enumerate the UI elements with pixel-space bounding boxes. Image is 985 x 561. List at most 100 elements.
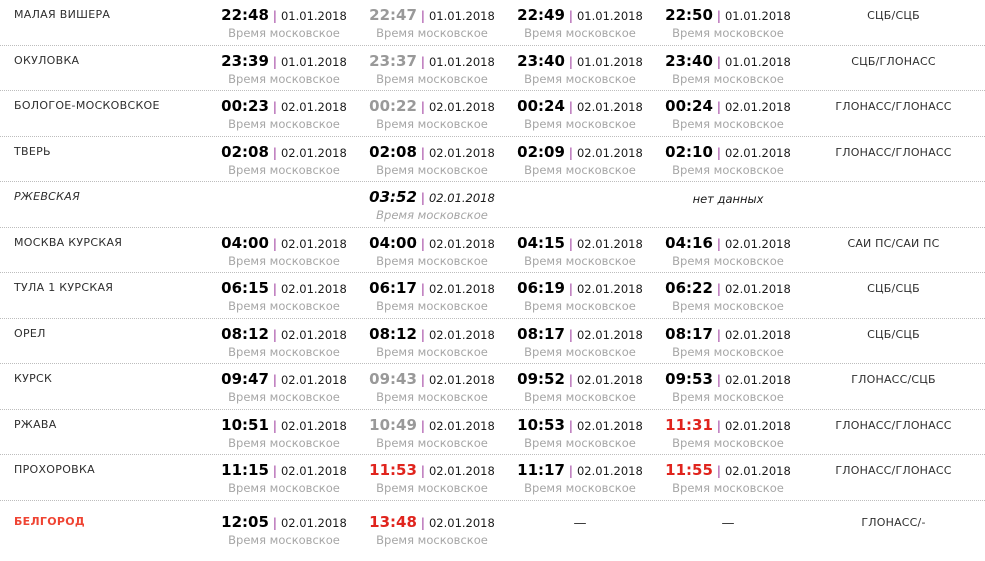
status-label: СЦБ/ГЛОНАСС <box>851 54 936 68</box>
date-value: 02.01.2018 <box>724 236 791 251</box>
time-cell: 08:12 | 02.01.2018 Время московское <box>210 325 358 364</box>
date-value: 01.01.2018 <box>576 54 643 69</box>
time-date-line: 09:47 | 02.01.2018 <box>210 370 358 389</box>
time-date-line: 10:51 | 02.01.2018 <box>210 416 358 435</box>
pipe-separator: | <box>272 282 277 296</box>
date-value: 02.01.2018 <box>428 418 495 433</box>
date-value: 02.01.2018 <box>576 100 643 114</box>
time-date-line: 09:43 | 02.01.2018 <box>358 370 506 389</box>
time-cell: 11:53 | 02.01.2018 Время московское <box>358 461 506 500</box>
date-value: 02.01.2018 <box>724 100 791 114</box>
date-value: 02.01.2018 <box>724 464 791 478</box>
moscow-time-label: Время московское <box>228 532 340 547</box>
pipe-separator: | <box>716 236 721 251</box>
pipe-separator: | <box>568 100 573 114</box>
status-label: ГЛОНАСС/ГЛОНАСС <box>835 145 952 159</box>
time-date-line: 22:47 | 01.01.2018 <box>358 6 506 25</box>
time-cell: 23:40 | 01.01.2018 Время московское <box>654 52 802 91</box>
time-date-line: 08:17 | 02.01.2018 <box>506 325 654 344</box>
date-value: 02.01.2018 <box>280 100 347 114</box>
time-value: 00:24 <box>665 97 713 115</box>
table-row: МОСКВА КУРСКАЯ 04:00 | 02.01.2018 Время моск… <box>0 228 985 273</box>
time-cell: 11:15 | 02.01.2018 Время московское <box>210 461 358 500</box>
time-cell: 23:40 | 01.01.2018 Время московское <box>506 52 654 91</box>
pipe-separator: | <box>716 282 721 296</box>
moscow-time-label: Время московское <box>672 344 784 359</box>
moscow-time-label: Время московское <box>524 435 636 450</box>
status-label: ГЛОНАСС/ГЛОНАСС <box>835 464 952 477</box>
moscow-time-label: Время московское <box>376 71 488 86</box>
status-label <box>802 188 985 227</box>
pipe-separator: | <box>716 9 721 23</box>
date-value: 01.01.2018 <box>280 9 347 23</box>
date-value: 02.01.2018 <box>280 373 347 387</box>
time-value: 10:49 <box>369 415 417 434</box>
pipe-separator: | <box>420 100 425 114</box>
time-value: 22:47 <box>369 6 417 24</box>
pipe-separator: | <box>420 9 425 23</box>
table-row: КУРСК 09:47 | 02.01.2018 Время московское 09:… <box>0 364 985 410</box>
moscow-time-label: Время московское <box>376 253 488 268</box>
status-label: ГЛОНАСС/СЦБ <box>851 373 936 386</box>
time-cell: 09:43 | 02.01.2018 Время московское <box>358 370 506 409</box>
date-value: 02.01.2018 <box>428 464 495 478</box>
date-value: 02.01.2018 <box>724 327 791 342</box>
time-date-line: 06:22 | 02.01.2018 <box>654 279 802 298</box>
table-row: ОРЕЛ 08:12 | 02.01.2018 Время московское 08:1… <box>0 319 985 364</box>
table-row: ПРОХОРОВКА 11:15 | 02.01.2018 Время московск… <box>0 455 985 501</box>
moscow-time-label: Время московское <box>376 26 488 40</box>
time-value: 09:53 <box>665 370 713 388</box>
moscow-time-label: Время московское <box>524 390 636 404</box>
time-date-line: 09:52 | 02.01.2018 <box>506 370 654 389</box>
status-label: СЦБ/СЦБ <box>867 282 920 295</box>
time-cell: 22:48 | 01.01.2018 Время московское <box>210 6 358 45</box>
time-value: 04:15 <box>517 233 565 252</box>
date-value: 02.01.2018 <box>576 282 643 296</box>
date-value: 02.01.2018 <box>724 418 791 433</box>
table-row: ТВЕРЬ 02:08 | 02.01.2018 Время московское 02:… <box>0 137 985 182</box>
time-date-line: 11:17 | 02.01.2018 <box>506 461 654 480</box>
moscow-time-label: Время московское <box>228 390 340 404</box>
time-date-line: 11:31 | 02.01.2018 <box>654 416 802 435</box>
pipe-separator: | <box>716 54 721 69</box>
date-value: 02.01.2018 <box>280 327 347 342</box>
time-value: 04:00 <box>369 233 417 252</box>
date-value: 02.01.2018 <box>280 515 347 530</box>
time-date-line: 00:24 | 02.01.2018 <box>654 97 802 116</box>
moscow-time-label: Время московское <box>672 162 784 177</box>
moscow-time-label: Время московское <box>228 299 340 313</box>
moscow-time-label: Время московское <box>228 481 340 495</box>
date-value: 02.01.2018 <box>280 236 347 251</box>
time-date-line: 03:52 | 02.01.2018 <box>358 188 506 207</box>
time-value: 04:16 <box>665 233 713 252</box>
time-value: 00:24 <box>517 97 565 115</box>
pipe-separator: | <box>568 145 573 160</box>
station-name: БЕЛГОРОД <box>14 514 86 528</box>
station-name: МАЛАЯ ВИШЕРА <box>14 8 111 21</box>
time-value: 22:48 <box>221 6 269 24</box>
time-cell: 06:15 | 02.01.2018 Время московское <box>210 279 358 318</box>
dash-cell: — <box>654 513 802 561</box>
time-cell: 03:52 | 02.01.2018 Время московское <box>358 188 506 227</box>
moscow-time-label: Время московское <box>672 117 784 131</box>
time-value: 22:49 <box>517 6 565 24</box>
time-cell: 02:08 | 02.01.2018 Время московское <box>210 143 358 182</box>
station-name: ТВЕРЬ <box>14 144 51 158</box>
time-value: 03:52 <box>369 188 417 206</box>
table-row: ТУЛА 1 КУРСКАЯ 06:15 | 02.01.2018 Время моск… <box>0 273 985 319</box>
station-name: ОРЕЛ <box>14 326 46 340</box>
moscow-time-label: Время московское <box>672 435 784 450</box>
moscow-time-label: Время московское <box>228 71 340 86</box>
pipe-separator: | <box>420 54 425 69</box>
date-value: 02.01.2018 <box>280 145 347 160</box>
time-date-line: 11:55 | 02.01.2018 <box>654 461 802 480</box>
time-value: 00:23 <box>221 97 269 115</box>
time-date-line: 06:19 | 02.01.2018 <box>506 279 654 298</box>
date-value: 02.01.2018 <box>428 145 495 160</box>
time-date-line: 00:22 | 02.01.2018 <box>358 97 506 116</box>
moscow-time-label: Время московское <box>376 344 488 359</box>
date-value: 02.01.2018 <box>428 191 495 205</box>
time-cell: 04:15 | 02.01.2018 Время московское <box>506 234 654 273</box>
date-value: 01.01.2018 <box>724 54 791 69</box>
